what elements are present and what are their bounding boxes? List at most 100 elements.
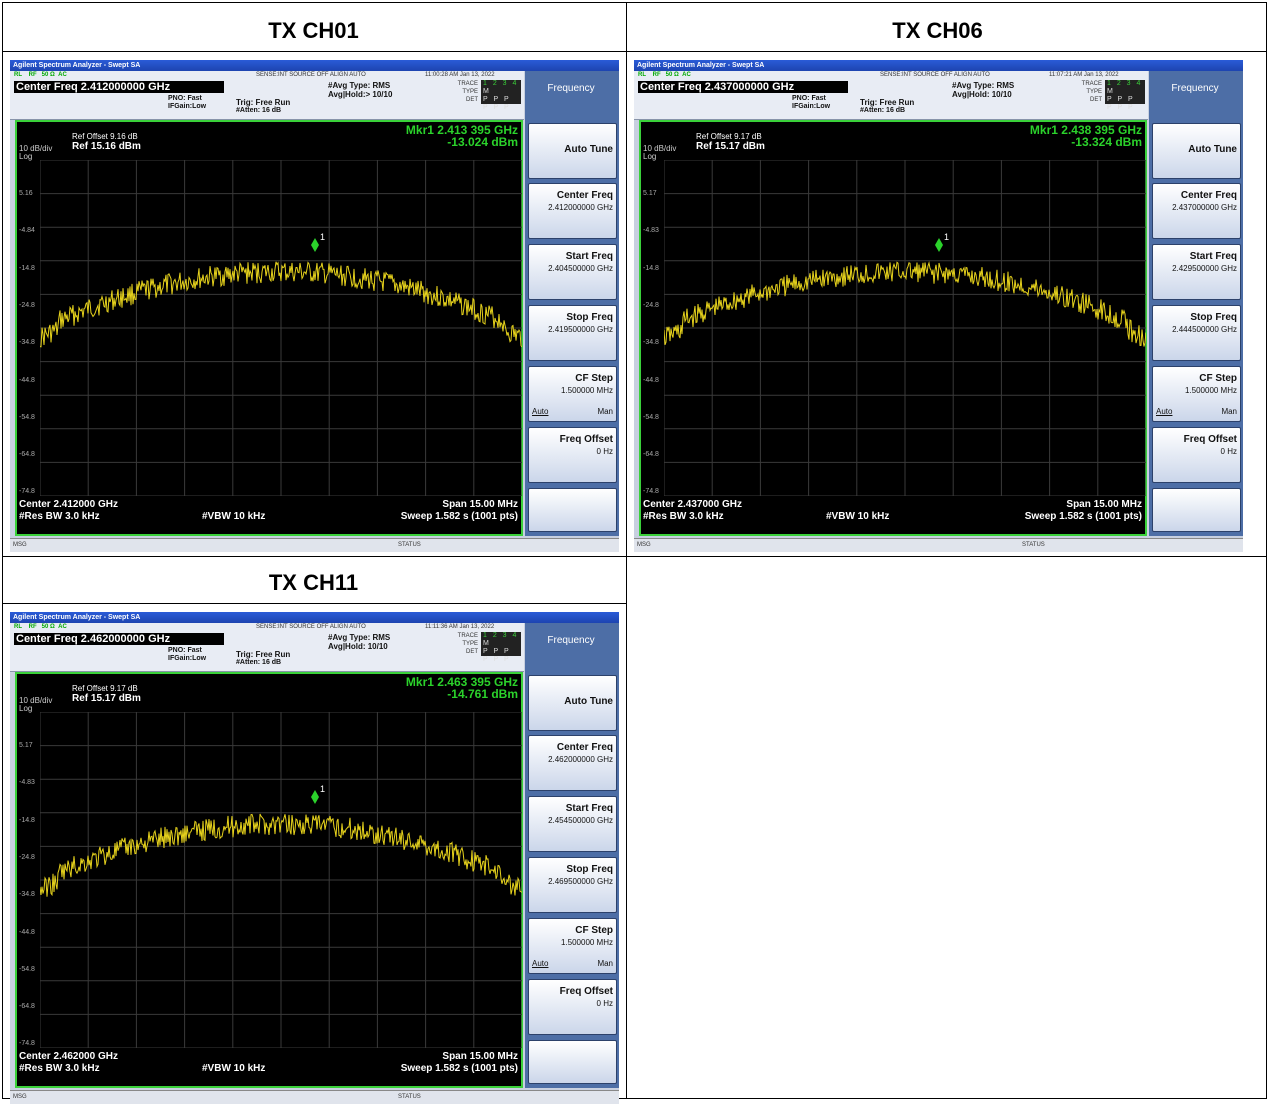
marker-diamond-icon (935, 238, 943, 252)
msg-label: MSG (637, 542, 651, 548)
freq-offset-label: Freq Offset (559, 434, 613, 445)
vbw-label: #VBW 10 kHz (202, 1063, 266, 1074)
freq-offset-button[interactable]: Freq Offset 0 Hz (1152, 427, 1241, 483)
spectrum-display: Ref Offset 9.16 dB 10 dB/div Log Ref 15.… (15, 120, 523, 536)
y-tick-label: -74.8 (19, 488, 35, 496)
stop-freq-label: Stop Freq (1190, 312, 1237, 323)
channel-title: TX CH06 (892, 18, 983, 43)
marker-readout: Mkr1 2.463 395 GHz -14.761 dBm (406, 676, 518, 700)
ref-level: Ref 15.17 dBm (72, 693, 141, 704)
span-label: Span 15.00 MHz (442, 1051, 518, 1062)
avg-hold-label: Avg|Hold:> 10/10 (328, 90, 393, 99)
cf-step-button[interactable]: CF Step 1.500000 MHz Auto Man (528, 918, 617, 974)
y-tick-label: -24.8 (19, 301, 35, 309)
table-cell: TX CH11 Agilent Spectrum Analyzer - Swep… (2, 554, 625, 1104)
center-freq-value: 2.462000000 GHz (548, 755, 613, 764)
rl-label: RL RF 50 Ω AC (14, 624, 67, 630)
atten-label: #Atten: 16 dB (236, 659, 282, 666)
center-freq-label: Center Freq (556, 190, 613, 201)
start-freq-button[interactable]: Start Freq 2.454500000 GHz (528, 796, 617, 852)
y-tick-label: -34.8 (643, 339, 659, 347)
marker-frequency: Mkr1 2.438 395 GHz (1029, 123, 1142, 137)
msg-label: MSG (13, 1094, 27, 1100)
freq-offset-button[interactable]: Freq Offset 0 Hz (528, 979, 617, 1035)
empty-softkey[interactable] (528, 488, 617, 532)
trace-det: P P P P P P (481, 96, 521, 111)
empty-softkey[interactable] (528, 1040, 617, 1084)
spectrum-trace (664, 261, 1146, 347)
cf-step-button[interactable]: CF Step 1.500000 MHz Auto Man (528, 366, 617, 422)
center-freq-value: 2.437000000 GHz (1172, 203, 1237, 212)
y-tick-label: 5.17 (19, 742, 33, 749)
stop-freq-button[interactable]: Stop Freq 2.469500000 GHz (528, 857, 617, 913)
timestamp: 11:11:36 AM Jan 13, 2022 (425, 624, 495, 630)
center-freq-button[interactable]: Center Freq 2.437000000 GHz (1152, 183, 1241, 239)
freq-offset-button[interactable]: Freq Offset 0 Hz (528, 427, 617, 483)
start-freq-button[interactable]: Start Freq 2.429500000 GHz (1152, 244, 1241, 300)
y-tick-label: -14.8 (19, 264, 35, 272)
status-strip: RL RF 50 Ω AC SENSE:INT SOURCE OFF ALIGN… (634, 71, 1148, 80)
cf-step-button[interactable]: CF Step 1.500000 MHz Auto Man (1152, 366, 1241, 422)
span-label: Span 15.00 MHz (442, 499, 518, 510)
marker-amplitude: -14.761 dBm (447, 687, 518, 701)
y-tick-label: -4.83 (19, 779, 35, 787)
center-freq-button[interactable]: Center Freq 2.412000000 GHz (528, 183, 617, 239)
start-freq-label: Start Freq (1189, 251, 1237, 262)
marker-frequency: Mkr1 2.413 395 GHz (405, 123, 518, 137)
marker-frequency: Mkr1 2.463 395 GHz (405, 675, 518, 689)
y-tick-label: -14.8 (643, 264, 659, 272)
center-freq-button[interactable]: Center Freq 2.462000000 GHz (528, 735, 617, 791)
y-tick-label: -64.8 (643, 451, 659, 459)
y-tick-label: -74.8 (643, 488, 659, 496)
scale-label: 10 dB/div (19, 696, 53, 705)
auto-tune-button[interactable]: Auto Tune (1152, 123, 1241, 179)
cf-step-label: CF Step (575, 373, 613, 384)
auto-tune-button[interactable]: Auto Tune (528, 675, 617, 731)
trace-type: M (1105, 88, 1145, 96)
y-tick-label: 5.16 (19, 190, 33, 197)
stop-freq-button[interactable]: Stop Freq 2.444500000 GHz (1152, 305, 1241, 361)
start-freq-value: 2.404500000 GHz (548, 264, 613, 273)
auto-tune-label: Auto Tune (564, 144, 613, 155)
auto-man-toggle: Auto Man (1156, 407, 1237, 416)
center-freq-value: 2.412000000 GHz (548, 203, 613, 212)
status-label: STATUS (398, 542, 421, 548)
marker-diamond-icon (311, 790, 319, 804)
sweep-label: Sweep 1.582 s (1001 pts) (1024, 511, 1142, 522)
stop-freq-button[interactable]: Stop Freq 2.419500000 GHz (528, 305, 617, 361)
start-freq-button[interactable]: Start Freq 2.404500000 GHz (528, 244, 617, 300)
log-label: Log (19, 152, 33, 161)
sweep-label: Sweep 1.582 s (1001 pts) (400, 511, 518, 522)
avg-type-label: #Avg Type: RMS (952, 81, 1015, 90)
marker-number: 1 (944, 232, 949, 242)
center-freq-label: Center Freq (556, 742, 613, 753)
msg-label: MSG (13, 542, 27, 548)
marker-amplitude: -13.024 dBm (447, 135, 518, 149)
cf-step-value: 1.500000 MHz (560, 386, 613, 395)
settings-header: RL RF 50 Ω AC SENSE:INT SOURCE OFF ALIGN… (10, 71, 524, 120)
menu-title: Frequency (528, 75, 617, 119)
y-tick-label: -54.8 (19, 413, 35, 421)
table-divider (3, 603, 626, 604)
center-label: Center 2.437000 GHz (643, 499, 742, 510)
softkey-menu: Frequency Auto Tune Center Freq 2.4370000… (1149, 71, 1243, 536)
table-divider (3, 51, 1266, 52)
y-tick-label: 5.17 (643, 190, 657, 197)
start-freq-value: 2.454500000 GHz (548, 816, 613, 825)
log-label: Log (643, 152, 657, 161)
start-freq-label: Start Freq (565, 803, 613, 814)
avg-hold-label: Avg|Hold: 10/10 (952, 90, 1012, 99)
table-cell: TX CH01 Agilent Spectrum Analyzer - Swep… (2, 2, 625, 553)
ref-offset: Ref Offset 9.17 dB (72, 684, 138, 693)
marker-number: 1 (320, 784, 325, 794)
vbw-label: #VBW 10 kHz (202, 511, 266, 522)
auto-tune-button[interactable]: Auto Tune (528, 123, 617, 179)
spectrum-plot: 1 (40, 160, 522, 496)
channel-title: TX CH01 (268, 18, 359, 43)
empty-softkey[interactable] (1152, 488, 1241, 532)
window-title: Agilent Spectrum Analyzer - Swept SA (10, 60, 619, 71)
window-title: Agilent Spectrum Analyzer - Swept SA (10, 612, 619, 623)
man-option: Man (597, 959, 613, 968)
y-tick-label: -44.8 (19, 928, 35, 936)
avg-type-label: #Avg Type: RMS (328, 81, 391, 90)
